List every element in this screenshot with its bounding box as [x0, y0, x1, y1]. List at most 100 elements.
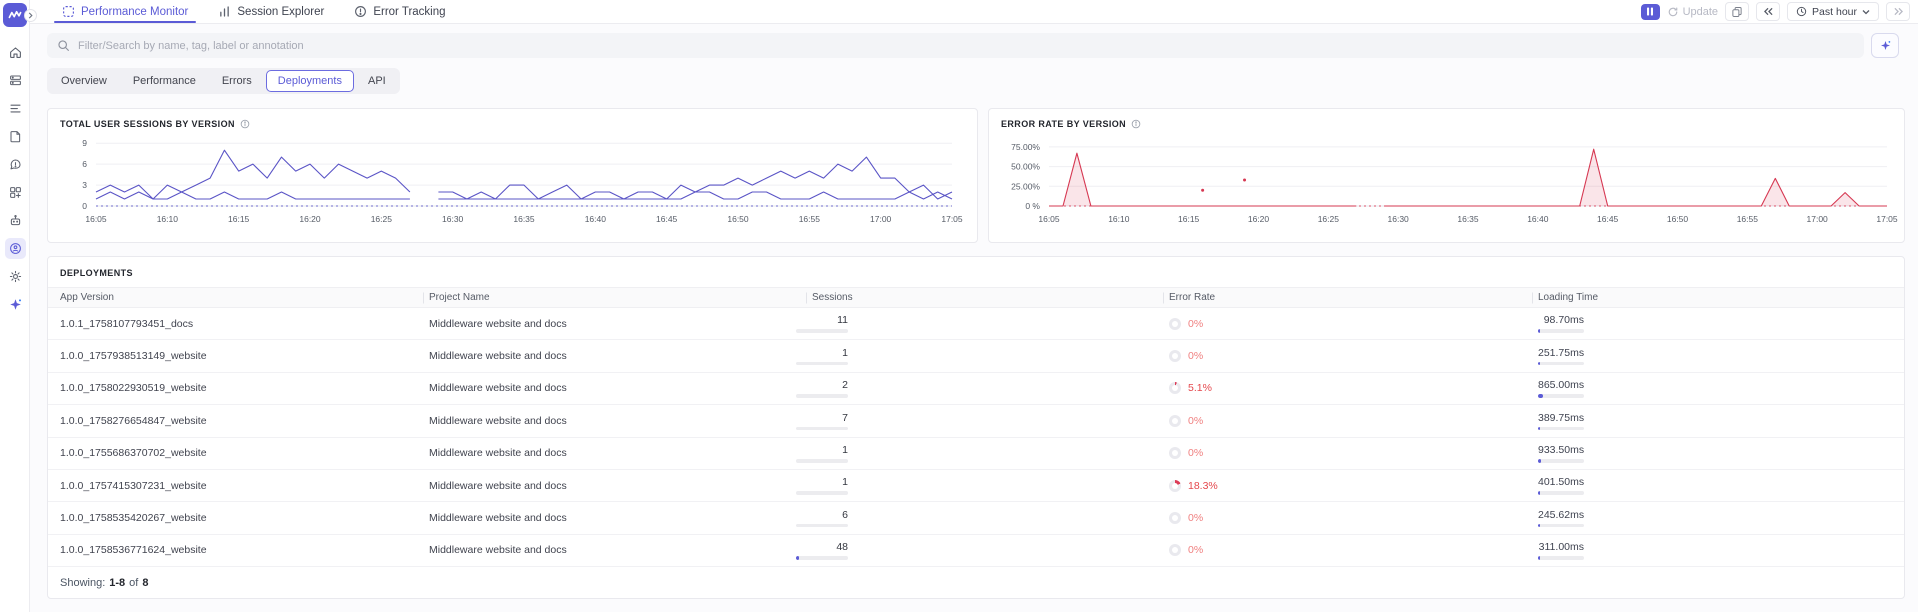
table-row[interactable]: 1.0.0_1755686370702_website Middleware w…: [48, 438, 1904, 470]
search-icon: [58, 40, 69, 51]
sessions-value: 2: [842, 379, 848, 392]
home-icon: [9, 47, 21, 58]
time-back-button[interactable]: [1756, 2, 1781, 21]
deployments-card: DEPLOYMENTS App Version Project Name Ses…: [47, 256, 1905, 600]
error-rate-chart[interactable]: 0 % 25.00% 50.00% 75.00% 16:05 16:10 16:15 16:2…: [989, 129, 1902, 233]
sessions-line-chart[interactable]: 0 3 6 9 16:05 16:10 16:15 16:20 16:25 16:30 16:35 1…: [48, 129, 975, 233]
search-box[interactable]: [47, 33, 1864, 58]
column-header-project-name[interactable]: Project Name: [429, 292, 812, 303]
svg-text:16:45: 16:45: [1597, 214, 1619, 224]
error-rate-value: 18.3%: [1188, 479, 1218, 492]
table-row[interactable]: 1.0.0_1758536771624_website Middleware w…: [48, 535, 1904, 568]
svg-text:16:35: 16:35: [513, 214, 535, 224]
cell-sessions: 6: [796, 509, 1169, 528]
cell-sessions: 1: [796, 476, 1169, 495]
sidebar-item-bot[interactable]: [5, 210, 26, 231]
time-forward-button[interactable]: [1886, 2, 1910, 21]
cell-loading-time: 401.50ms: [1538, 476, 1904, 495]
tab-label: Session Explorer: [237, 5, 325, 18]
sidebar-item-settings[interactable]: [5, 266, 26, 287]
sidebar-item-home[interactable]: [5, 42, 26, 63]
table-row[interactable]: 1.0.0_1758535420267_website Middleware w…: [48, 502, 1904, 535]
tab-errors[interactable]: Errors: [210, 70, 264, 92]
bar-chart-icon: [220, 6, 230, 17]
error-rate-donut-icon: [1169, 544, 1181, 557]
svg-text:16:20: 16:20: [299, 214, 321, 224]
tab-session-explorer[interactable]: Session Explorer: [216, 0, 326, 23]
sidebar-item-rum[interactable]: [4, 238, 26, 259]
svg-text:16:55: 16:55: [799, 214, 821, 224]
time-range-label: Past hour: [1812, 5, 1857, 18]
sidebar-item-alerts[interactable]: [5, 154, 26, 175]
column-header-error-rate[interactable]: Error Rate: [1169, 292, 1538, 303]
cell-error-rate: 0%: [1169, 447, 1538, 460]
tab-performance-monitor[interactable]: Performance Monitor: [53, 0, 197, 23]
update-label: Update: [1682, 5, 1719, 18]
table-row[interactable]: 1.0.0_1757415307231_website Middleware w…: [48, 470, 1904, 503]
error-rate-donut-icon: [1169, 317, 1181, 330]
cell-loading-time: 865.00ms: [1538, 379, 1904, 398]
column-header-app-version[interactable]: App Version: [60, 292, 114, 303]
table-header: App Version Project Name Sessions Error …: [48, 287, 1904, 308]
error-rate-value: 0%: [1188, 447, 1204, 460]
bot-icon: [10, 215, 20, 226]
copy-button[interactable]: [1725, 2, 1750, 21]
column-header-loading-time[interactable]: Loading Time: [1538, 292, 1904, 303]
pause-icon: [1647, 7, 1654, 16]
sidebar-item-logs[interactable]: [5, 98, 26, 119]
sidebar-item-dashboards[interactable]: [5, 182, 26, 203]
sidebar-expand-button[interactable]: [24, 9, 37, 22]
sessions-value: 1: [842, 346, 848, 359]
tab-label: Performance Monitor: [81, 5, 189, 18]
svg-text:16:05: 16:05: [85, 214, 107, 224]
alerts-icon: [9, 159, 21, 170]
tab-performance[interactable]: Performance: [121, 70, 208, 92]
svg-text:16:45: 16:45: [656, 214, 678, 224]
cell-error-rate: 0%: [1169, 350, 1538, 363]
cell-sessions: 7: [796, 412, 1169, 431]
cell-sessions: 1: [796, 444, 1169, 463]
sidebar-item-infrastructure[interactable]: [5, 70, 26, 91]
loading-time-value: 389.75ms: [1538, 411, 1585, 424]
column-header-sessions[interactable]: Sessions: [812, 292, 1169, 303]
cell-project-name: Middleware website and docs: [429, 414, 567, 427]
error-rate-value: 0%: [1188, 544, 1204, 557]
sidebar-item-ai[interactable]: [5, 294, 26, 315]
tab-overview[interactable]: Overview: [49, 70, 119, 92]
table-row[interactable]: 1.0.0_1758276654847_website Middleware w…: [48, 405, 1904, 438]
time-range-dropdown[interactable]: Past hour: [1787, 2, 1879, 21]
error-rate-donut-icon: [1169, 512, 1181, 525]
svg-text:16:55: 16:55: [1737, 214, 1759, 224]
chart-title: TOTAL USER SESSIONS BY VERSION: [60, 118, 235, 129]
svg-text:17:00: 17:00: [870, 214, 892, 224]
tab-error-tracking[interactable]: Error Tracking: [352, 0, 447, 23]
pause-button[interactable]: [1640, 3, 1660, 20]
error-rate-donut-icon: [1169, 447, 1181, 460]
search-input[interactable]: [78, 39, 1854, 52]
update-button[interactable]: Update: [1667, 6, 1718, 18]
table-footer: Showing: 1-8 of 8: [48, 567, 1904, 598]
loading-time-bar: [1538, 459, 1584, 463]
cell-error-rate: 5.1%: [1169, 382, 1538, 395]
svg-text:16:50: 16:50: [727, 214, 749, 224]
ai-sparkle-icon: [9, 299, 21, 310]
loading-time-bar: [1538, 329, 1584, 333]
chevrons-right-icon: [1893, 7, 1903, 16]
sessions-bar: [796, 361, 848, 366]
middleware-logo[interactable]: [3, 3, 27, 27]
table-row[interactable]: 1.0.0_1757938513149_website Middleware w…: [48, 340, 1904, 373]
cell-app-version: 1.0.0_1758536771624_website: [60, 544, 207, 557]
svg-text:17:00: 17:00: [1807, 214, 1829, 224]
ai-assist-button[interactable]: [1871, 33, 1899, 58]
rum-icon: [9, 243, 21, 254]
tab-deployments[interactable]: Deployments: [265, 70, 354, 92]
table-row[interactable]: 1.0.1_1758107793451_docs Middleware webs…: [48, 308, 1904, 341]
charts-row: TOTAL USER SESSIONS BY VERSION 0 3 6 9 16:05…: [47, 108, 1905, 243]
svg-text:16:35: 16:35: [1457, 214, 1479, 224]
table-row[interactable]: 1.0.0_1758022930519_website Middleware w…: [48, 373, 1904, 406]
tab-api[interactable]: API: [356, 70, 398, 92]
sidebar-item-reports[interactable]: [5, 126, 26, 147]
sessions-value: 11: [837, 314, 848, 327]
svg-text:16:10: 16:10: [157, 214, 179, 224]
sessions-bar: [796, 459, 848, 463]
